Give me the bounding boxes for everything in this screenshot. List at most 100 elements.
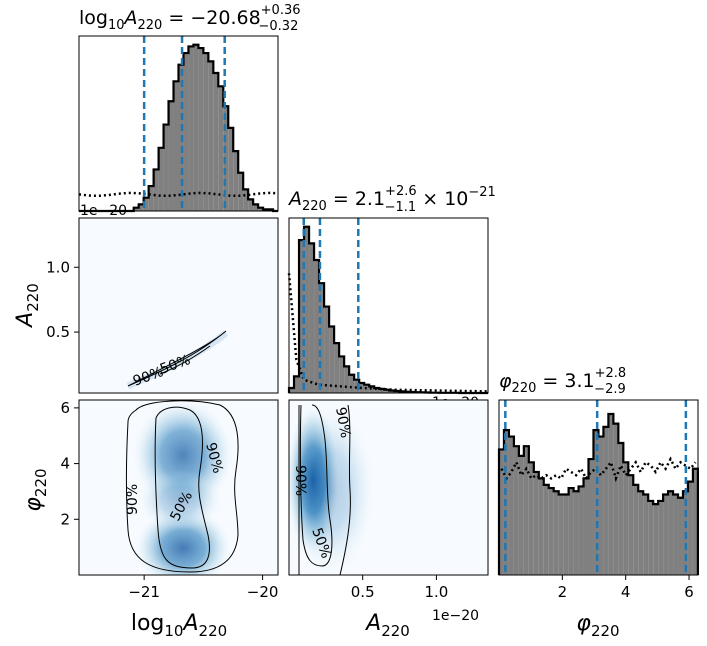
- quantile-lines-log10A220: [142, 36, 226, 211]
- histogram-bar: [133, 207, 139, 211]
- histogram-bar: [198, 48, 204, 212]
- histogram-bar: [243, 189, 249, 211]
- histogram-bar: [324, 306, 330, 393]
- histogram-bar: [188, 46, 194, 211]
- contour-90: [126, 400, 239, 573]
- histogram-bar: [508, 436, 514, 575]
- histogram-bar: [218, 86, 224, 211]
- histogram-bar: [523, 446, 529, 575]
- histogram-bar: [389, 390, 395, 393]
- histogram-bar: [563, 494, 569, 575]
- xticks-phi220: 2 4 6: [558, 575, 694, 601]
- histogram-bar: [499, 449, 504, 575]
- histogram-bar: [163, 124, 169, 211]
- contour-50-inner: [159, 345, 211, 375]
- histogram-bar: [687, 481, 693, 575]
- histogram-bar: [158, 147, 164, 211]
- histogram-bar: [548, 488, 554, 575]
- histogram-bar: [618, 442, 624, 575]
- histogram-bar: [623, 462, 629, 575]
- xticks-A220: 0.5 1.0: [351, 575, 448, 601]
- x-tick-label: −21: [128, 583, 160, 601]
- prior-curve-log10A220: [78, 191, 279, 198]
- histogram-bar: [294, 376, 300, 393]
- histogram-outline: [79, 43, 278, 213]
- histogram-bar: [203, 53, 209, 211]
- axes-frame-joint-log10A220-phi220: [78, 399, 279, 576]
- contour-50: [154, 406, 210, 569]
- y-tick-label: 0.5: [46, 323, 70, 341]
- histogram-bar: [533, 471, 539, 575]
- x-tick-label: 4: [621, 583, 631, 601]
- histogram-bar: [638, 491, 644, 575]
- axes-frame-hist-phi220: [498, 399, 699, 576]
- histogram-bar: [658, 500, 664, 575]
- histogram-bar: [583, 478, 589, 575]
- histogram-bars-phi220: [497, 412, 700, 575]
- y-tick-label: 4: [60, 455, 70, 473]
- title-phi220: φ220 = 3.1+2.8 −2.9: [499, 366, 626, 397]
- density-halo: [289, 405, 375, 575]
- histogram-bar: [608, 414, 614, 575]
- histogram-bar: [588, 459, 594, 575]
- histogram-bar: [314, 260, 320, 393]
- histogram-bar: [153, 169, 159, 211]
- axes-frame-hist-A220: [288, 217, 489, 394]
- histogram-bar: [643, 494, 649, 575]
- histogram-bar: [193, 44, 199, 211]
- contour-90: [298, 404, 351, 575]
- histogram-bar: [369, 386, 375, 393]
- histogram-bar: [289, 388, 295, 393]
- ylabel-phi220: φ220: [21, 468, 50, 511]
- histogram-bar: [138, 204, 144, 211]
- contour-label-90-left: 90%: [292, 465, 308, 496]
- histogram-bar: [319, 283, 325, 393]
- histogram-bar: [633, 484, 639, 575]
- x-tick-label: −20: [247, 583, 279, 601]
- ylabel-A220: A220: [13, 283, 42, 329]
- panel-joint-log10A220-A220: 90% 50% 0.51.0 A220: [13, 217, 279, 394]
- panel-joint-log10A220-phi220: 90% 50% 90% −21 −20 246 log10A220 φ220: [21, 399, 279, 640]
- histogram-bar: [663, 494, 669, 575]
- y-tick-label: 2: [60, 510, 70, 528]
- x-tick-label: 0.5: [351, 583, 375, 601]
- histogram-bar: [258, 207, 264, 211]
- histogram-bar: [578, 486, 584, 575]
- histogram-bar: [379, 388, 385, 393]
- x-tick-label: 2: [558, 583, 568, 601]
- histogram-outline: [497, 412, 700, 575]
- histogram-bar: [558, 494, 564, 575]
- prior-curve-A220: [287, 273, 489, 393]
- histogram-bar: [673, 494, 679, 575]
- xticks-log10A220: −21 −20: [128, 575, 278, 601]
- histogram-bar: [678, 497, 683, 575]
- histogram-bar: [538, 478, 544, 575]
- contour-label-90-left: 90%: [125, 484, 141, 515]
- histogram-bar: [344, 366, 350, 393]
- axes-frame-hist-log10A220: [78, 35, 279, 212]
- histogram-bar: [513, 446, 519, 575]
- histogram-bars-log10A220: [79, 43, 278, 213]
- histogram-bar: [168, 101, 174, 211]
- histogram-bar: [143, 197, 149, 211]
- histogram-bar: [173, 81, 179, 211]
- histogram-bar: [653, 504, 659, 575]
- histogram-bar: [568, 488, 574, 575]
- histogram-bar: [668, 491, 674, 575]
- contour-label-90-right: 90%: [332, 406, 353, 439]
- contour-50: [299, 404, 333, 567]
- histogram-bar: [518, 455, 524, 575]
- histogram-bar: [148, 186, 154, 211]
- density-blob-middle: [138, 470, 222, 530]
- axes-frame-joint-A220-phi220: [288, 399, 489, 576]
- xlabel-log10A220: log10A220: [131, 611, 227, 640]
- panel-hist-A220: A220 = 2.1+2.6−1.1 × 10−21 1e−20: [287, 184, 496, 411]
- histogram-bar: [553, 491, 559, 575]
- panel-hist-log10A220: log10A220 = −20.68+0.36 −0.32 1e−20: [78, 3, 301, 219]
- histogram-bar: [349, 374, 355, 393]
- histogram-bar: [573, 491, 579, 575]
- axes-frame-joint-log10A220-A220: [78, 217, 279, 394]
- histogram-bar: [329, 326, 335, 393]
- histogram-bar: [692, 468, 698, 575]
